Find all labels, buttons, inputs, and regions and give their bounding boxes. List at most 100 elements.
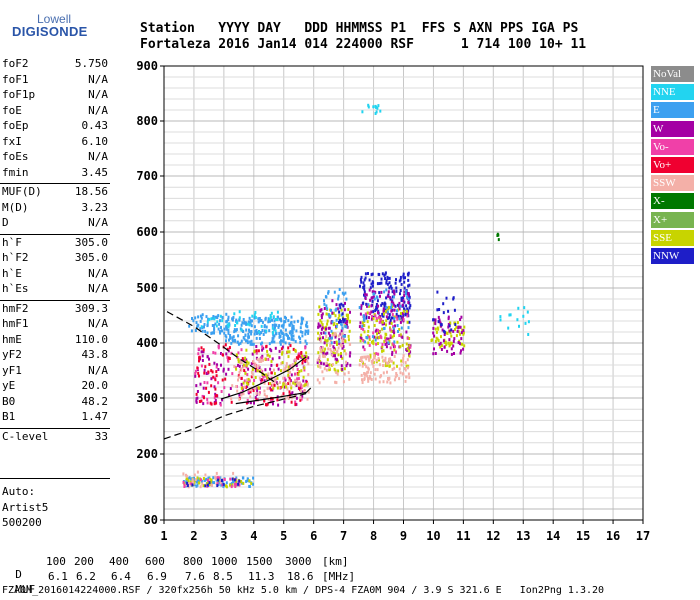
echo-point (208, 481, 211, 485)
echo-point (320, 308, 323, 312)
echo-point (283, 376, 286, 380)
echo-point (362, 314, 365, 318)
echo-point (301, 330, 304, 334)
echo-point (393, 355, 396, 358)
echo-point (190, 482, 193, 486)
echo-point (364, 362, 366, 366)
echo-point (392, 326, 395, 330)
echo-point (371, 296, 374, 300)
echo-point (323, 341, 326, 345)
echo-point (402, 299, 405, 303)
echo-point (274, 346, 277, 350)
echo-point (371, 335, 374, 339)
echo-point (236, 321, 238, 325)
echo-point (288, 342, 291, 346)
echo-point (360, 337, 363, 341)
echo-point (363, 330, 366, 334)
echo-point (362, 328, 365, 331)
echo-point (266, 349, 269, 353)
x-tick-label: 10 (426, 529, 440, 543)
echo-point (372, 295, 375, 299)
echo-point (219, 403, 222, 407)
echo-point (376, 106, 379, 110)
echo-point (203, 396, 205, 400)
echo-point (233, 478, 236, 482)
echo-point (390, 316, 393, 320)
echo-point (455, 325, 458, 329)
echo-point (371, 290, 374, 294)
echo-point (402, 354, 405, 358)
echo-point (334, 332, 337, 336)
echo-point (196, 390, 199, 393)
echo-point (237, 360, 240, 364)
echo-point (257, 349, 260, 353)
echo-point (212, 351, 215, 355)
echo-point (196, 476, 199, 480)
echo-point (363, 378, 366, 381)
echo-point (402, 272, 405, 276)
param-name: hmF2 (2, 301, 29, 315)
echo-point (433, 334, 436, 338)
echo-point (446, 349, 449, 353)
echo-point (384, 364, 387, 368)
echo-point (271, 357, 274, 361)
echo-point (391, 350, 394, 354)
echo-point (298, 381, 301, 385)
y-tick-label: 700 (136, 169, 158, 183)
echo-point (370, 314, 373, 318)
echo-point (214, 477, 217, 481)
echo-point (291, 391, 294, 395)
echo-point (363, 278, 366, 282)
echo-point (359, 312, 362, 316)
echo-point (391, 290, 394, 294)
echo-point (203, 368, 206, 372)
echo-point (360, 326, 363, 330)
echo-point (234, 485, 237, 488)
echo-point (375, 295, 378, 299)
echo-point (240, 386, 243, 390)
echo-point (251, 342, 254, 346)
param-name: B1 (2, 410, 16, 423)
echo-point (255, 349, 258, 353)
echo-point (335, 303, 338, 307)
echo-point (320, 331, 323, 335)
echo-point (255, 391, 258, 395)
echo-point (396, 303, 399, 307)
echo-point (270, 363, 273, 367)
echo-point (370, 304, 373, 308)
echo-point (359, 339, 362, 343)
echo-point (368, 358, 371, 362)
echo-point (306, 359, 309, 363)
echo-point (496, 232, 499, 236)
echo-point (358, 363, 361, 367)
echo-point (375, 303, 378, 306)
echo-point (252, 476, 255, 480)
echo-point (228, 338, 230, 342)
echo-point (235, 328, 238, 332)
echo-point (318, 337, 321, 341)
echo-point (241, 357, 244, 361)
echo-point (235, 385, 238, 388)
echo-point (202, 477, 205, 480)
echo-point (319, 349, 322, 353)
echo-point (375, 316, 378, 320)
echo-point (276, 386, 279, 390)
echo-point (271, 339, 274, 343)
echo-point (298, 370, 301, 373)
echo-point (307, 362, 310, 366)
echo-point (379, 109, 382, 113)
echo-point (199, 319, 202, 323)
echo-point (367, 103, 370, 107)
echo-point (369, 298, 372, 302)
echo-point (294, 378, 297, 382)
echo-point (370, 273, 373, 277)
echo-point (384, 356, 387, 360)
header-columns: Station YYYY DAY DDD HHMMSS P1 FFS S AXN… (140, 21, 579, 36)
echo-point (249, 321, 252, 325)
echo-point (391, 352, 394, 356)
echo-point (382, 380, 385, 384)
echo-point (209, 480, 212, 484)
echo-point (461, 342, 464, 346)
echo-point (408, 337, 411, 340)
echo-point (266, 387, 269, 391)
